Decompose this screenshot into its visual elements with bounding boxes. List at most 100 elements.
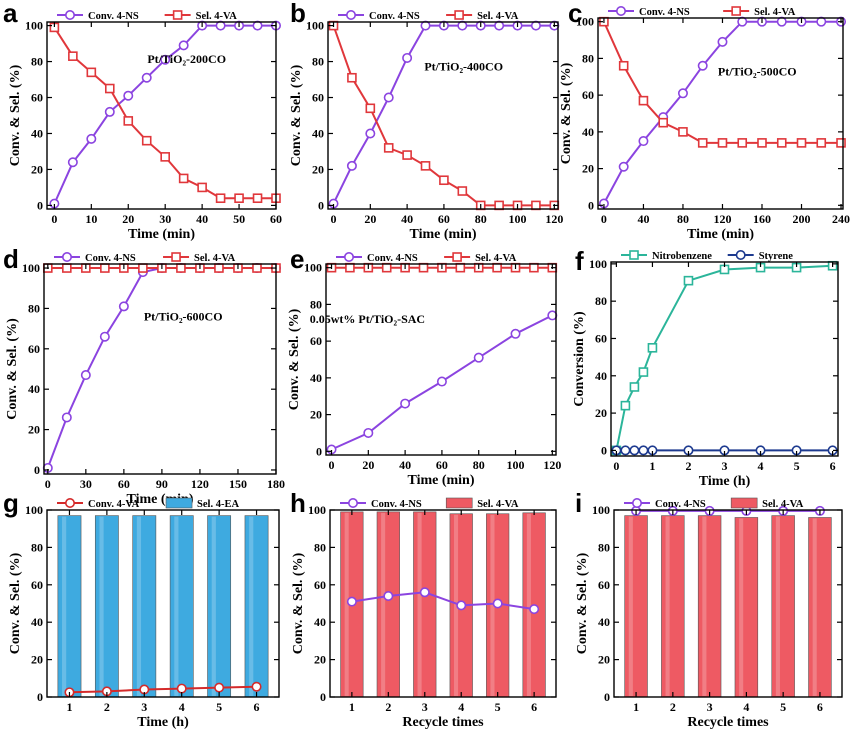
x-tick-label: 20 [122, 212, 134, 226]
point-c-1-8 [757, 138, 767, 148]
bar-g-4 [169, 515, 194, 698]
y-tick-label: 40 [28, 382, 40, 396]
bar-i-4 [734, 517, 759, 698]
bar-h-2 [376, 511, 400, 698]
legend-marker [61, 252, 72, 263]
y-tick-label: 40 [312, 126, 324, 140]
x-tick-label: 60 [438, 212, 450, 226]
y-axis-label: Conversion (%) [572, 311, 587, 407]
y-tick-label: 80 [28, 301, 40, 315]
point-h-0-1 [383, 591, 394, 602]
bar-h-3 [413, 511, 437, 698]
x-tick-label: 100 [507, 458, 525, 472]
y-tick-label: 60 [582, 88, 594, 102]
panel-i: 0 20 40 60 80 100 1 2 3 4 5 6 Recycle times Conv. & S… [575, 488, 843, 730]
legend-label: Sel. 4-VA [194, 253, 236, 264]
bar-g-1 [57, 515, 82, 698]
point-a-1-10 [234, 193, 244, 204]
y-tick-label: 20 [314, 653, 326, 667]
x-tick-label: 4 [743, 700, 749, 714]
bar-highlight [812, 518, 817, 696]
point-b-1-3 [383, 143, 394, 153]
bar-highlight [211, 516, 216, 696]
legend-marker [345, 10, 356, 20]
point-e-0-6 [547, 310, 558, 321]
y-tick-label: 0 [601, 443, 607, 457]
series-line-c-0 [603, 20, 841, 204]
y-tick-label: 20 [582, 162, 594, 176]
y-tick-label: 40 [31, 126, 43, 140]
bar-i-3 [697, 515, 722, 698]
legend-label: Conv. 4-NS [369, 11, 420, 22]
x-axis-label: Recycle times [402, 715, 484, 730]
x-tick-label: 1 [633, 700, 639, 714]
panel-h: 0 20 40 60 80 100 1 2 3 4 5 6 Recycle times Conv. & S… [290, 488, 557, 730]
point-b-1-5 [420, 161, 431, 171]
x-tick-label: 4 [179, 700, 185, 714]
x-tick-label: 5 [780, 700, 786, 714]
x-tick-label: 80 [475, 212, 487, 226]
panel-a: 0 20 40 60 80 100 0 10 20 30 40 50 60 Time (min) Conv.… [3, 0, 282, 242]
panel-letter: a [3, 0, 18, 28]
panel-letter: b [290, 0, 306, 28]
x-tick-label: 30 [159, 212, 171, 226]
y-tick-label: 40 [31, 615, 43, 629]
panel-e: 0 20 40 60 80 100 0 20 40 60 80 100 120 Time (min) Con… [287, 244, 561, 488]
annotation: Pt/TiO₂-400CO [424, 60, 503, 74]
point-e-1-1 [345, 262, 355, 273]
series-line-d-0 [46, 267, 276, 469]
y-tick-label: 100 [589, 257, 607, 271]
y-tick-label: 0 [316, 444, 322, 458]
legend-marker [735, 250, 746, 261]
x-tick-label: 80 [677, 212, 689, 226]
x-tick-label: 120 [543, 458, 561, 472]
x-axis-label: Time (min) [687, 227, 754, 242]
panel-letter: h [290, 488, 306, 518]
x-tick-label: 6 [817, 700, 823, 714]
panel-letter: i [575, 488, 582, 518]
x-axis-label: Time (min) [407, 473, 474, 488]
annotation: Pt/TiO₂-500CO [718, 64, 797, 78]
legend-label: Conv. 4-NS [85, 253, 136, 264]
plot-frame-a [46, 21, 277, 210]
point-e-1-5 [418, 262, 429, 273]
x-tick-label: 1 [349, 700, 355, 714]
legend-swatch [445, 497, 473, 509]
point-c-1-12 [836, 138, 846, 148]
legend-label: Sel. 4-VA [196, 11, 238, 22]
y-tick-label: 40 [595, 369, 607, 383]
x-tick-label: 5 [216, 700, 222, 714]
legend-marker [615, 6, 626, 16]
legend-swatch [165, 497, 193, 509]
y-axis-label: Conv. & Sel. (%) [8, 64, 23, 166]
point-f-0-2 [629, 382, 640, 392]
bar-highlight [490, 514, 495, 696]
legend-marker [347, 497, 358, 508]
point-h-0-5 [529, 604, 540, 615]
x-tick-label: 2 [385, 700, 391, 714]
bar-highlight [99, 516, 104, 696]
series-line-g-0 [69, 685, 257, 694]
point-f-0-5 [683, 275, 694, 286]
legend-marker [454, 10, 464, 20]
x-tick-label: 90 [156, 477, 168, 491]
x-tick-label: 40 [399, 458, 411, 472]
point-c-0-4 [677, 88, 688, 99]
legend-marker [171, 252, 181, 262]
point-d-1-11 [252, 263, 262, 273]
point-a-1-5 [141, 135, 152, 146]
y-tick-label: 100 [308, 503, 326, 517]
x-tick-label: 40 [401, 212, 413, 226]
y-tick-label: 60 [314, 578, 326, 592]
point-g-0-5 [251, 681, 262, 692]
y-tick-label: 20 [31, 653, 43, 667]
point-d-1-3 [100, 263, 110, 273]
point-e-1-11 [529, 262, 539, 273]
x-tick-label: 0 [601, 212, 607, 226]
y-tick-label: 20 [31, 162, 43, 176]
x-tick-label: 2 [670, 700, 676, 714]
point-f-0-3 [638, 367, 649, 377]
point-e-0-1 [363, 427, 374, 438]
point-a-0-7 [178, 40, 189, 51]
